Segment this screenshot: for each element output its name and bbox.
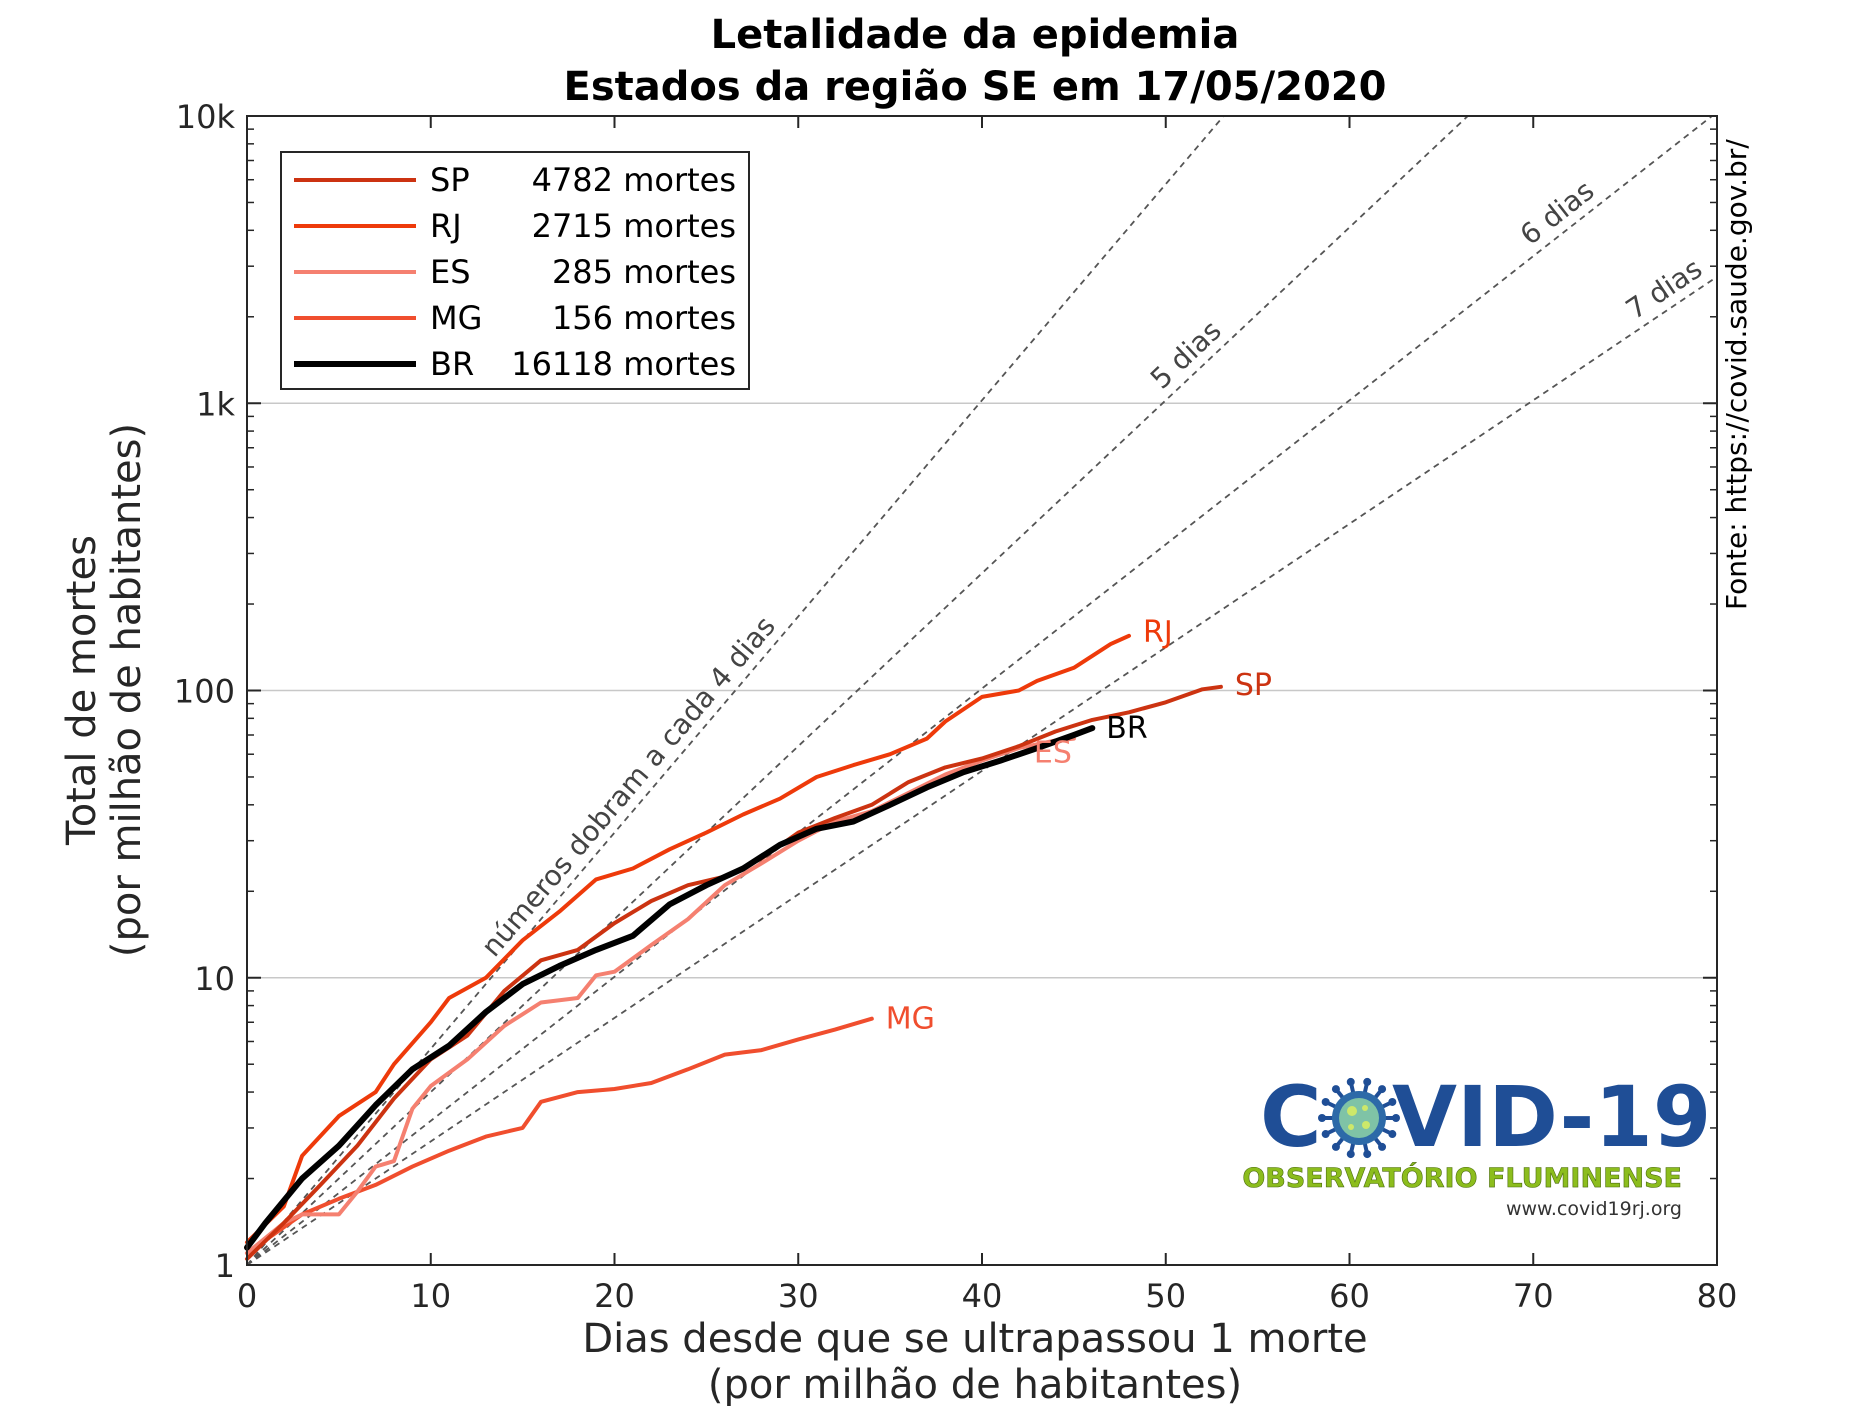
virus-spike-tip <box>1388 1097 1397 1106</box>
virus-spike-tip <box>1392 1114 1400 1122</box>
x-tick-label-40: 40 <box>962 1277 1003 1315</box>
legend-name-es: ES <box>430 253 471 291</box>
end-label-es: ES <box>1034 736 1072 771</box>
y-axis-label: Total de mortes <box>59 535 105 846</box>
reference-line-6-dias <box>247 116 1713 1265</box>
legend-count-es: 285 mortes <box>552 253 736 291</box>
x-tick-label-80: 80 <box>1697 1277 1738 1315</box>
virus-icon <box>1318 1077 1400 1159</box>
series-line-rj <box>245 633 1131 1245</box>
y-tick-label-1: 1 <box>215 1247 235 1285</box>
virus-spike-tip <box>1321 1097 1330 1106</box>
virus-spike-tip <box>1363 1077 1372 1086</box>
series-line-es <box>245 736 1076 1256</box>
x-tick-label-10: 10 <box>410 1277 451 1315</box>
x-tick-label-70: 70 <box>1513 1277 1554 1315</box>
virus-spike-tip <box>1346 1150 1355 1159</box>
x-tick-label-50: 50 <box>1145 1277 1186 1315</box>
virus-spike-tip <box>1346 1077 1355 1086</box>
end-label-mg: MG <box>886 1002 935 1037</box>
covid19-logo: C VID-19 OBSERVATÓRIO FLUMINENSE www.cov… <box>1242 1068 1711 1220</box>
axis-ticks: 0 10 20 30 40 50 60 70 80 1 10 100 1k 10k <box>174 98 1737 1315</box>
virus-spike-tip <box>1318 1114 1326 1122</box>
source-note: Fonte: https://covid.saude.gov.br/ <box>1720 139 1753 610</box>
x-tick-label-60: 60 <box>1329 1277 1370 1315</box>
x-tick-label-30: 30 <box>778 1277 819 1315</box>
virus-spike-tip <box>1331 1142 1340 1151</box>
legend-count-mg: 156 mortes <box>552 299 736 337</box>
legend-name-rj: RJ <box>430 207 462 245</box>
logo-covid-rest: VID-19 <box>1392 1068 1711 1166</box>
y-tick-label-1k: 1k <box>196 385 235 423</box>
legend-name-br: BR <box>430 345 474 383</box>
end-label-rj: RJ <box>1143 615 1173 650</box>
legend-count-br: 16118 mortes <box>511 345 736 383</box>
legend-count-rj: 2715 mortes <box>532 207 736 245</box>
series-line-br <box>244 725 1096 1251</box>
x-tick-label-0: 0 <box>237 1277 257 1315</box>
end-label-sp: SP <box>1235 668 1272 703</box>
logo-url: www.covid19rj.org <box>1506 1198 1682 1220</box>
reference-line-7-dias <box>247 276 1717 1265</box>
virus-spike-tip <box>1321 1130 1330 1139</box>
series-end-labels: SP RJ ES MG BR <box>886 615 1272 1037</box>
virus-spike-tip <box>1363 1150 1372 1159</box>
y-tick-label-10: 10 <box>194 960 235 998</box>
series-lines <box>244 633 1223 1261</box>
x-axis-label: Dias desde que se ultrapassou 1 morte <box>582 1316 1367 1362</box>
virus-spike-tip <box>1331 1085 1340 1094</box>
chart-title: Letalidade da epidemia <box>711 12 1240 58</box>
legend-name-mg: MG <box>430 299 482 337</box>
series-line-mg <box>245 1016 874 1256</box>
x-tick-label-20: 20 <box>594 1277 635 1315</box>
chart-subtitle: Estados da região SE em 17/05/2020 <box>564 64 1387 110</box>
legend-name-sp: SP <box>430 161 470 199</box>
virus-spike-tip <box>1388 1130 1397 1139</box>
virus-spike-tip <box>1378 1085 1387 1094</box>
end-label-br: BR <box>1106 711 1147 746</box>
legend: SP 4782 mortes RJ 2715 mortes ES 285 mortes MG… <box>280 151 750 390</box>
legend-count-sp: 4782 mortes <box>532 161 736 199</box>
x-axis-label-units: (por milhão de habitantes) <box>708 1362 1242 1406</box>
virus-spike-tip <box>1378 1142 1387 1151</box>
y-tick-label-10k: 10k <box>176 98 236 136</box>
logo-subtitle: OBSERVATÓRIO FLUMINENSE <box>1242 1162 1682 1194</box>
y-axis-label-units: (por milhão de habitantes) <box>104 423 150 957</box>
y-tick-label-100: 100 <box>174 673 235 711</box>
reference-line-4-dias <box>247 116 1225 1265</box>
logo-covid-c: C <box>1260 1068 1322 1166</box>
